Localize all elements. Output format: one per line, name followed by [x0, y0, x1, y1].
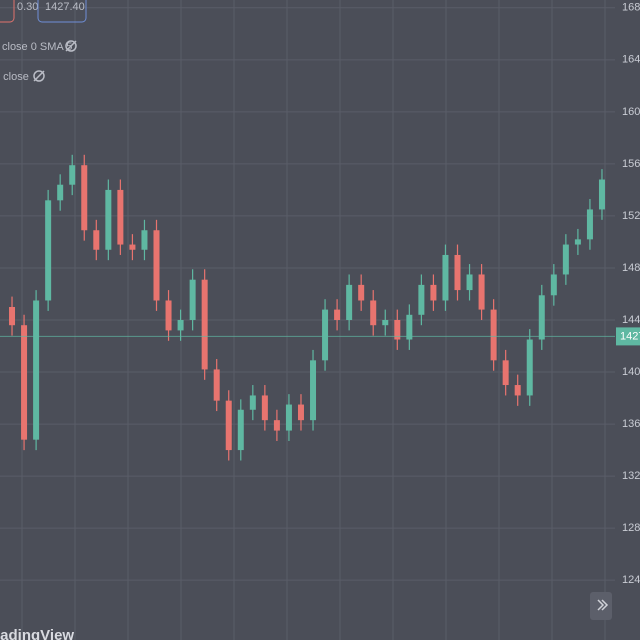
candle-body — [129, 244, 136, 250]
candle-body — [105, 189, 112, 250]
candle-body — [526, 339, 533, 396]
candle-body — [249, 395, 256, 410]
y-tick-label: 1480 — [622, 262, 640, 274]
y-tick-label: 1560 — [622, 158, 640, 170]
candle-body — [490, 309, 497, 361]
candle-body — [69, 165, 76, 185]
candle-body — [358, 284, 365, 301]
candle-body — [141, 230, 148, 250]
hide-icon[interactable] — [65, 40, 77, 52]
candle-body — [370, 300, 377, 326]
candle-body — [418, 284, 425, 315]
change-box — [0, 0, 15, 23]
scroll-button[interactable] — [590, 592, 612, 620]
candles — [0, 154, 615, 461]
price-label-box — [616, 327, 640, 346]
candle-body — [213, 369, 220, 401]
candle-body — [285, 404, 292, 431]
candle-body — [225, 400, 232, 451]
y-tick-label: 1320 — [622, 470, 640, 482]
price-label: 1427.40 — [620, 330, 640, 342]
candle-body — [502, 360, 509, 386]
candle-body — [466, 274, 473, 291]
candle-body — [177, 320, 184, 331]
candle-body — [454, 254, 461, 291]
candle-body — [21, 325, 28, 440]
candle-body — [478, 274, 485, 310]
candle-body — [598, 179, 605, 210]
price-box — [37, 0, 87, 23]
y-tick-label: 1640 — [622, 54, 640, 66]
y-tick-label: 1600 — [622, 106, 640, 118]
candle-body — [57, 184, 64, 201]
y-tick-label: 1520 — [622, 210, 640, 222]
candle-body — [189, 279, 196, 320]
grid — [0, 0, 615, 640]
candle-body — [394, 320, 401, 340]
candle-body — [297, 404, 304, 421]
candle-body — [165, 300, 172, 331]
candle-body — [550, 274, 557, 296]
candle-body — [9, 306, 16, 326]
candle-body — [33, 300, 40, 440]
candle-body — [273, 420, 280, 431]
y-tick-label: 1240 — [622, 574, 640, 586]
indicator-label: 0 close — [0, 71, 29, 83]
y-tick-label: 1400 — [622, 366, 640, 378]
price-axis: 1680 1640 1600 1560 1520 1480 1440 1400 1360 1320… — [616, 2, 640, 586]
candle-body — [93, 230, 100, 250]
y-tick-label: 1680 — [622, 2, 640, 14]
candle-body — [562, 244, 569, 275]
candle-body — [153, 230, 160, 301]
y-tick-label: 1440 — [622, 314, 640, 326]
candle-body — [382, 320, 389, 326]
price: 1427.40 — [45, 1, 85, 13]
candle-body — [430, 284, 437, 301]
candle-body — [201, 279, 208, 370]
candle-body — [45, 200, 52, 301]
candle-body — [406, 314, 413, 340]
candle-body — [574, 239, 581, 245]
candle-body — [514, 385, 521, 396]
candle-body — [334, 309, 341, 320]
y-tick-label: 1280 — [622, 522, 640, 534]
hide-icon[interactable] — [33, 70, 45, 82]
candle-body — [442, 254, 449, 301]
logo: TradingView — [0, 627, 74, 640]
candle-body — [237, 409, 244, 451]
change: 0.30 — [17, 1, 38, 13]
candle-body — [322, 309, 329, 361]
y-tick-label: 1360 — [622, 418, 640, 430]
candle-body — [586, 209, 593, 240]
indicator-label: close 0 SMA 5 — [2, 41, 72, 53]
candle-body — [346, 284, 353, 320]
candle-body — [81, 165, 88, 231]
candle-body — [261, 395, 268, 421]
candle-body — [310, 360, 317, 421]
candle-body — [538, 295, 545, 340]
candle-body — [117, 189, 124, 245]
